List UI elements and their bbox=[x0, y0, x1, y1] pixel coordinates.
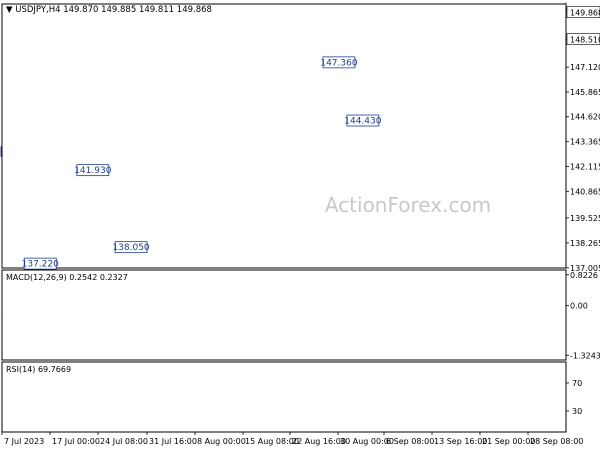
annotation-box bbox=[114, 241, 148, 254]
x-tick-label: 28 Sep 08:00 bbox=[530, 437, 583, 446]
annotation-label: 138.050 bbox=[112, 243, 149, 253]
x-tick-label: 21 Sep 00:00 bbox=[482, 437, 535, 446]
rsi-tick-label: 30 bbox=[572, 407, 582, 416]
y-tick-label: 144.620 bbox=[570, 113, 600, 122]
panel-frame-2 bbox=[1, 269, 567, 361]
text-layer: ActionForex.com 147.360 144.430 141.930 138.… bbox=[4, 5, 600, 446]
macd-tick-label: 0.8226 bbox=[570, 271, 598, 280]
x-tick-label: 24 Jul 08:00 bbox=[100, 437, 148, 446]
annotation-label: 141.930 bbox=[74, 166, 111, 176]
x-tick-label: 15 Aug 08:00 bbox=[245, 437, 299, 446]
panel-frame-3 bbox=[1, 361, 567, 433]
annotation-label: 147.360 bbox=[320, 58, 357, 68]
x-tick-label: 31 Jul 16:00 bbox=[149, 437, 197, 446]
annotation-label: 144.430 bbox=[344, 117, 381, 127]
y-tick-label: 137.005 bbox=[570, 264, 600, 273]
macd-tick-label: 0.00 bbox=[570, 302, 588, 311]
current-price-label: 149.868 bbox=[570, 9, 600, 18]
x-tick-label: 6 Sep 08:00 bbox=[386, 437, 434, 446]
y-tick-label: 143.365 bbox=[570, 138, 600, 147]
axes-layer bbox=[1, 3, 569, 435]
y-tick-label: 139.525 bbox=[570, 214, 600, 223]
annotation-box bbox=[76, 164, 110, 177]
y-tick-label: 148.510 bbox=[570, 36, 600, 45]
x-tick-label: 8 Aug 00:00 bbox=[197, 437, 246, 446]
x-tick-label: 30 Aug 00:00 bbox=[340, 437, 394, 446]
level-label-box bbox=[566, 33, 600, 45]
y-tick-label: 142.115 bbox=[570, 162, 600, 171]
rsi-tick-label: 70 bbox=[572, 379, 582, 388]
y-tick-label: 147.120 bbox=[570, 63, 600, 72]
y-tick-label: 138.265 bbox=[570, 239, 600, 248]
chart-header: ▼ USDJPY,H4 149.870 149.885 149.811 149.… bbox=[6, 5, 212, 15]
x-tick-label: 7 Jul 2023 bbox=[4, 437, 44, 446]
watermark: ActionForex.com bbox=[325, 193, 491, 217]
rsi-title: RSI(14) 69.7669 bbox=[6, 365, 71, 374]
y-tick-label: 145.865 bbox=[570, 88, 600, 97]
annotation-label: 137.220 bbox=[22, 260, 59, 270]
annotation-box bbox=[23, 257, 57, 270]
x-tick-label: 17 Jul 00:00 bbox=[52, 437, 100, 446]
annotation-box bbox=[322, 56, 356, 69]
panel-frame-1 bbox=[1, 3, 567, 269]
current-price-box bbox=[566, 6, 600, 18]
x-tick-label: 13 Sep 16:00 bbox=[434, 437, 487, 446]
x-tick-label: 22 Aug 16:00 bbox=[292, 437, 346, 446]
macd-title: MACD(12,26,9) 0.2542 0.2327 bbox=[6, 273, 128, 282]
y-tick-label: 140.865 bbox=[570, 187, 600, 196]
annotation-box bbox=[346, 114, 380, 127]
macd-tick-label: -1.3243 bbox=[570, 351, 600, 360]
